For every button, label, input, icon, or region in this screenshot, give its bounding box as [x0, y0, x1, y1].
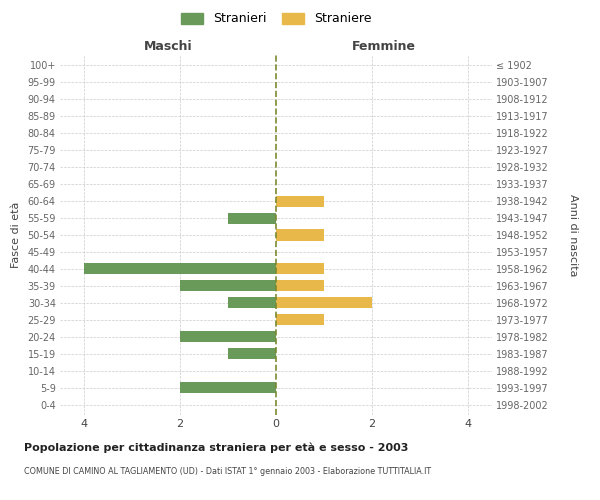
- Text: Femmine: Femmine: [352, 40, 416, 54]
- Bar: [180, 382, 276, 394]
- Bar: [228, 348, 276, 360]
- Text: Popolazione per cittadinanza straniera per età e sesso - 2003: Popolazione per cittadinanza straniera p…: [24, 442, 409, 453]
- Bar: [228, 298, 276, 308]
- Legend: Stranieri, Straniere: Stranieri, Straniere: [177, 8, 375, 29]
- Y-axis label: Anni di nascita: Anni di nascita: [568, 194, 578, 276]
- Bar: [84, 264, 276, 274]
- Bar: [276, 280, 324, 291]
- Bar: [276, 196, 324, 206]
- Y-axis label: Fasce di età: Fasce di età: [11, 202, 20, 268]
- Text: COMUNE DI CAMINO AL TAGLIAMENTO (UD) - Dati ISTAT 1° gennaio 2003 - Elaborazione: COMUNE DI CAMINO AL TAGLIAMENTO (UD) - D…: [24, 468, 431, 476]
- Bar: [276, 314, 324, 326]
- Bar: [180, 280, 276, 291]
- Text: Maschi: Maschi: [143, 40, 193, 54]
- Bar: [180, 332, 276, 342]
- Bar: [276, 298, 372, 308]
- Bar: [276, 264, 324, 274]
- Bar: [228, 212, 276, 224]
- Bar: [276, 230, 324, 240]
